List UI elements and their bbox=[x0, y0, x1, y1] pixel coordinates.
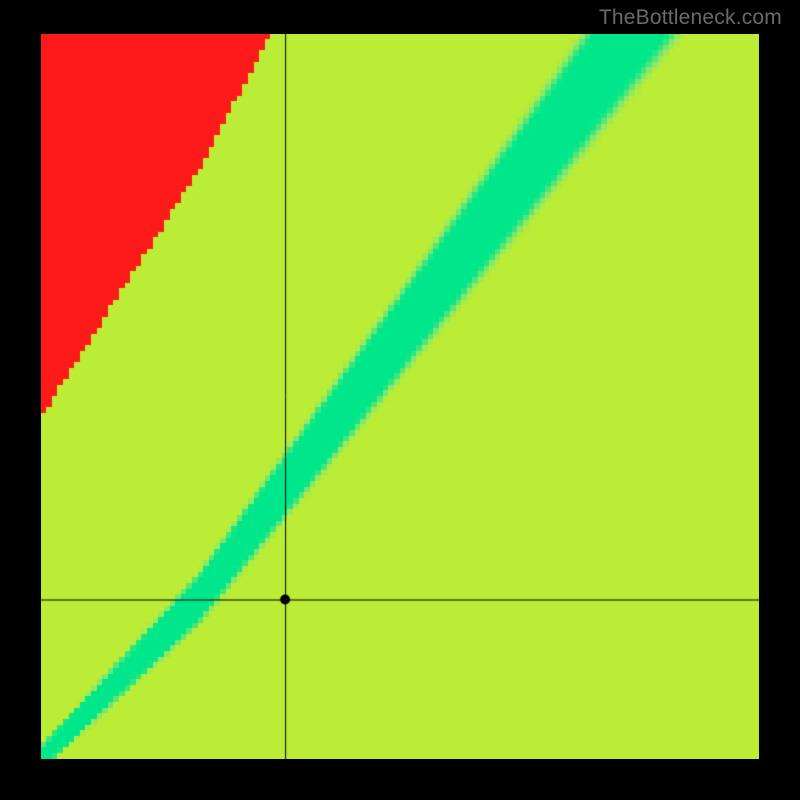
watermark-text: TheBottleneck.com bbox=[599, 6, 782, 30]
chart-container: TheBottleneck.com bbox=[0, 0, 800, 800]
heatmap-plot bbox=[41, 34, 759, 759]
